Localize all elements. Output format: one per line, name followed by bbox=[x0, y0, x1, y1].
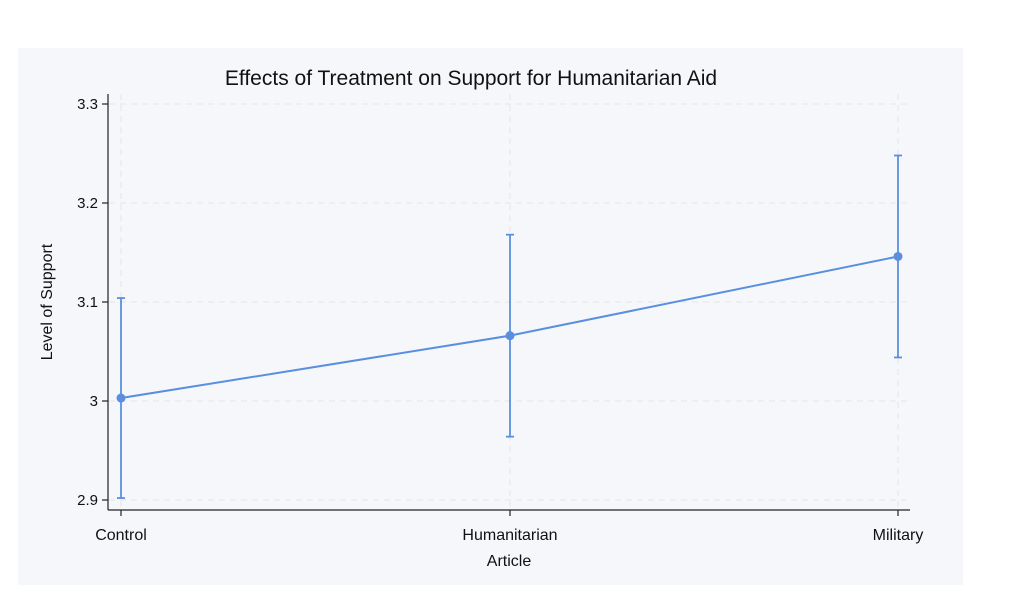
chart-title: Effects of Treatment on Support for Huma… bbox=[225, 67, 717, 90]
y-tick-label: 3 bbox=[90, 393, 98, 410]
series bbox=[116, 154, 903, 499]
data-point bbox=[505, 331, 515, 341]
data-point bbox=[893, 251, 903, 261]
y-axis-label: Level of Support bbox=[39, 243, 56, 360]
y-tick-label: 3.2 bbox=[77, 195, 98, 212]
x-tick-label: Humanitarian bbox=[462, 527, 557, 544]
x-axis-label: Article bbox=[487, 553, 532, 570]
x-tick-label: Military bbox=[873, 527, 924, 544]
y-tick-label: 3.3 bbox=[77, 96, 98, 113]
data-point bbox=[116, 393, 126, 403]
y-tick-label: 3.1 bbox=[77, 294, 98, 311]
x-tick-label: Control bbox=[95, 527, 147, 544]
y-tick-label: 2.9 bbox=[77, 492, 98, 509]
x-ticks: Control Humanitarian Military bbox=[95, 510, 923, 544]
y-ticks: 2.9 3 3.1 3.2 3.3 bbox=[77, 96, 108, 509]
plot-background bbox=[18, 48, 963, 585]
